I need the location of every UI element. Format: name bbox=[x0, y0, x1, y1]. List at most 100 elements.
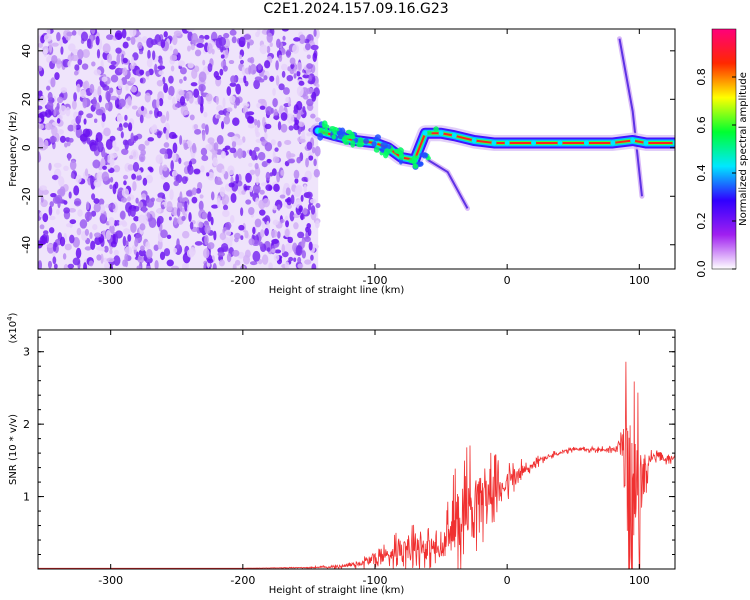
noise-blob bbox=[191, 33, 198, 45]
noise-blob bbox=[305, 87, 314, 95]
noise-blob bbox=[241, 66, 246, 76]
noise-blob bbox=[145, 70, 150, 77]
noise-blob bbox=[269, 75, 275, 82]
noise-blob bbox=[232, 117, 240, 126]
noise-blob bbox=[55, 208, 60, 215]
noise-blob bbox=[144, 140, 150, 146]
noise-blob bbox=[79, 133, 88, 142]
noise-blob bbox=[224, 145, 231, 150]
noise-blob bbox=[245, 199, 252, 205]
noise-blob bbox=[254, 162, 259, 170]
noise-blob bbox=[53, 109, 57, 117]
noise-blob bbox=[142, 214, 148, 225]
noise-blob bbox=[56, 32, 61, 42]
noise-blob bbox=[48, 42, 53, 53]
noise-blob bbox=[60, 87, 68, 94]
noise-blob bbox=[188, 212, 192, 223]
colorbar-tick-label: 0.2 bbox=[695, 212, 708, 230]
noise-blob bbox=[169, 45, 173, 51]
noise-blob bbox=[115, 47, 122, 54]
noise-blob bbox=[256, 119, 261, 128]
noise-blob bbox=[272, 205, 278, 211]
noise-blob bbox=[92, 224, 98, 231]
noise-blob bbox=[126, 196, 131, 202]
colorbar-tick-label: 0.6 bbox=[695, 116, 708, 134]
noise-blob bbox=[257, 151, 266, 161]
noise-blob bbox=[145, 265, 152, 269]
y-tick-label: -40 bbox=[20, 236, 33, 254]
signal-point bbox=[643, 140, 649, 146]
noise-blob bbox=[311, 91, 317, 102]
noise-blob bbox=[155, 197, 163, 203]
noise-blob bbox=[201, 130, 206, 142]
y-axis-label: SNR (10 * v/v) bbox=[8, 414, 19, 485]
noise-blob bbox=[303, 184, 308, 193]
noise-blob bbox=[124, 253, 128, 263]
noise-blob bbox=[277, 204, 281, 211]
noise-blob bbox=[196, 37, 205, 44]
signal-blob bbox=[398, 152, 404, 161]
noise-blob bbox=[230, 75, 237, 84]
noise-blob bbox=[207, 211, 212, 222]
signal-blob bbox=[356, 142, 365, 148]
noise-blob bbox=[178, 60, 185, 67]
noise-blob bbox=[181, 207, 186, 216]
noise-blob bbox=[110, 60, 117, 65]
signal-point bbox=[422, 130, 428, 136]
noise-blob bbox=[187, 45, 191, 52]
noise-blob bbox=[90, 210, 97, 217]
noise-blob bbox=[190, 82, 198, 87]
noise-blob bbox=[197, 95, 201, 105]
noise-blob bbox=[137, 41, 143, 50]
noise-blob bbox=[296, 70, 301, 77]
noise-blob bbox=[258, 78, 265, 83]
noise-blob bbox=[149, 125, 158, 134]
y-tick-label: 20 bbox=[20, 92, 33, 106]
noise-blob bbox=[207, 258, 214, 264]
noise-blob bbox=[49, 135, 57, 143]
noise-blob bbox=[245, 172, 252, 183]
noise-blob bbox=[298, 205, 303, 213]
noise-blob bbox=[39, 185, 47, 191]
noise-blob bbox=[306, 63, 313, 70]
noise-blob bbox=[212, 157, 218, 167]
noise-blob bbox=[68, 137, 74, 143]
noise-blob bbox=[218, 36, 227, 47]
noise-blob bbox=[204, 124, 209, 135]
noise-blob bbox=[147, 49, 151, 60]
noise-blob bbox=[41, 234, 48, 245]
noise-blob bbox=[86, 113, 93, 119]
colorbar-label: Normalized spectral amplitude bbox=[738, 72, 749, 226]
noise-blob bbox=[114, 146, 120, 152]
noise-blob bbox=[173, 217, 178, 226]
noise-blob bbox=[293, 169, 300, 180]
noise-blob bbox=[149, 167, 154, 173]
noise-blob bbox=[219, 186, 226, 197]
noise-blob bbox=[229, 147, 237, 154]
noise-blob bbox=[215, 180, 223, 185]
signal-point bbox=[491, 140, 497, 146]
noise-blob bbox=[207, 242, 215, 250]
noise-blob bbox=[248, 65, 252, 75]
noise-blob bbox=[294, 178, 299, 184]
noise-blob bbox=[49, 215, 56, 221]
noise-blob bbox=[74, 70, 79, 76]
noise-blob bbox=[39, 224, 45, 230]
noise-blob bbox=[66, 223, 73, 228]
noise-blob bbox=[218, 259, 225, 267]
noise-blob bbox=[301, 130, 306, 139]
noise-blob bbox=[298, 138, 306, 143]
noise-blob bbox=[221, 168, 226, 175]
noise-blob bbox=[266, 32, 273, 43]
noise-blob bbox=[115, 230, 123, 239]
noise-blob bbox=[43, 139, 49, 149]
noise-blob bbox=[235, 83, 242, 95]
noise-blob bbox=[201, 212, 208, 220]
noise-blob bbox=[103, 127, 111, 137]
noise-blob bbox=[268, 185, 273, 191]
noise-blob bbox=[265, 171, 271, 181]
noise-blob bbox=[179, 191, 183, 203]
y-tick-label: -20 bbox=[20, 187, 33, 205]
signal-blob bbox=[417, 161, 424, 166]
noise-blob bbox=[294, 119, 300, 126]
